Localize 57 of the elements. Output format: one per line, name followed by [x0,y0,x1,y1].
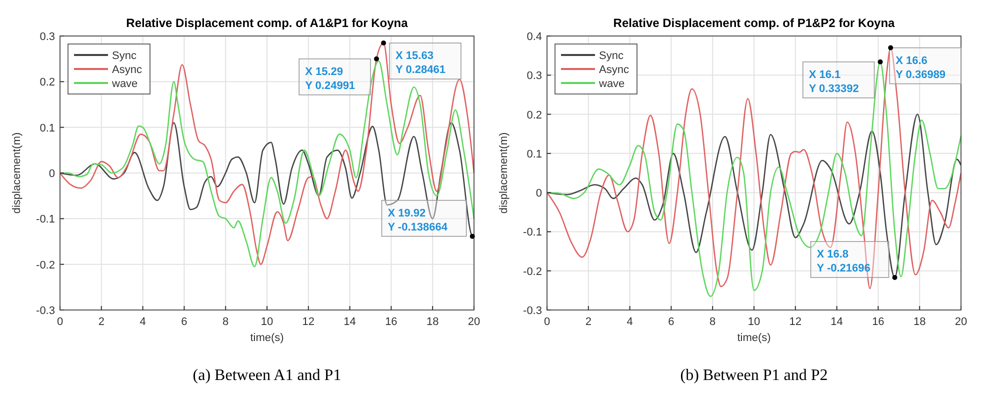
annotation: X 16.8 Y -0.21696 [816,248,870,274]
x-tick-label: 14 [830,316,843,328]
x-tick-label: 10 [260,316,274,328]
x-tick-label: 14 [344,316,356,328]
legend-label: wave [598,78,625,90]
annotation: X 16.6 Y 0.36989 [896,54,946,81]
x-tick-label: 16 [872,316,884,328]
x-axis-title: time(s) [737,332,771,344]
x-tick-label: 0 [56,316,64,328]
x-tick-label: 20 [468,316,480,328]
y-tick-label: 0.2 [40,76,55,89]
y-tick-label: 0 [48,168,55,180]
x-tick-label: 18 [913,316,926,328]
x-tick-label: 6 [668,316,674,328]
annotation: X 16.1 Y 0.33392 [808,68,859,95]
legend-label: Sync [112,50,137,62]
x-tick-label: 10 [748,316,760,328]
legend-label: wave [111,78,138,90]
x-tick-label: 12 [302,316,315,328]
y-tick-label: 0.3 [526,70,542,82]
y-tick-label: -0.3 [36,305,55,317]
legend-label: Sync [599,50,624,62]
x-tick-label: 0 [544,316,550,328]
annotation: X 15.29 Y 0.24991 [305,66,356,92]
text: (b) Between P1 and P2 [680,367,828,384]
y-tick-label: 0.2 [526,109,542,122]
y-tick-label: 0.3 [40,31,55,43]
x-tick-label: 12 [789,316,802,328]
y-tick-label: 0.1 [40,122,55,134]
y-tick-label: -0.1 [523,226,542,239]
x-tick-label: 4 [140,316,146,328]
y-axis-title: displacement(m) [498,132,510,214]
chart-title: Relative Displacement comp. of A1&P1 for Koyna [126,16,408,30]
y-tick-label: 0.1 [526,148,542,160]
y-tick-label: 0.4 [526,31,542,43]
x-tick-label: 8 [710,316,716,328]
y-axis-title: displacement(m) [11,132,23,214]
annotation: X 15.63 Y 0.28461 [396,50,446,76]
x-tick-label: 2 [98,316,104,328]
y-tick-label: -0.1 [36,214,55,226]
x-tick-label: 6 [181,316,188,328]
x-axis-title: time(s) [250,332,284,344]
legend-label: Async [112,64,142,76]
x-tick-label: 16 [385,316,398,328]
x-tick-label: 8 [222,316,229,328]
text: (a) Between A1 and P1 [192,367,342,384]
x-tick-label: 2 [585,316,592,328]
chart-title: Relative Displacement comp. of P1&P2 for Koyna [613,16,896,30]
legend-label: Async [599,64,630,76]
x-tick-label: 20 [954,316,968,328]
y-tick-label: -0.2 [36,259,55,272]
y-tick-label: -0.2 [523,266,542,278]
y-tick-label: -0.3 [523,305,542,317]
x-tick-label: 18 [426,316,439,328]
x-tick-label: 4 [626,316,633,328]
y-tick-label: 0 [536,188,542,200]
annotation: X 19.92 Y -0.138664 [388,207,448,234]
